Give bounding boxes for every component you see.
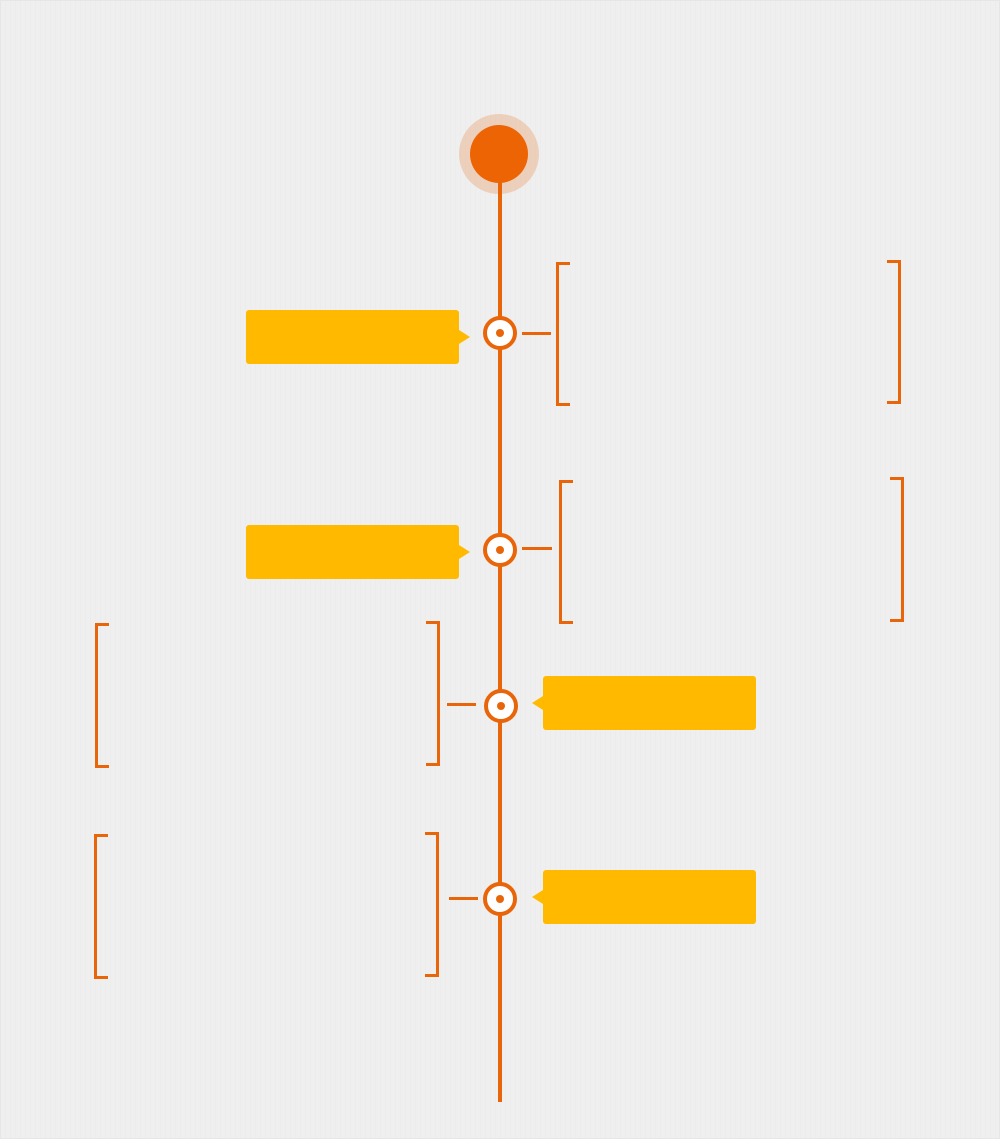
- timeline-spine: [498, 180, 502, 1102]
- node-dot: [496, 329, 504, 337]
- bracket-open-2: [559, 480, 573, 624]
- timeline-node-icon: [483, 533, 517, 567]
- bracket-close-3: [426, 621, 440, 766]
- bracket-close-2: [890, 477, 904, 622]
- timeline-text-3: [111, 626, 423, 764]
- timeline-node-icon: [483, 882, 517, 916]
- timeline-text-4: [110, 837, 422, 975]
- connector-1: [522, 332, 551, 335]
- bracket-open-4: [94, 834, 108, 979]
- timeline-label-2: [246, 525, 470, 579]
- timeline-node-icon: [484, 689, 518, 723]
- start-circle-core: [470, 125, 528, 183]
- timeline-text-1: [572, 265, 884, 403]
- bracket-close-4: [425, 832, 439, 977]
- timeline-label-4: [532, 870, 756, 924]
- bracket-close-1: [887, 260, 901, 404]
- timeline-node-icon: [483, 316, 517, 350]
- bracket-open-1: [556, 262, 570, 406]
- timeline-label-1: [246, 310, 470, 364]
- node-dot: [497, 702, 505, 710]
- connector-2: [522, 547, 552, 550]
- timeline-text-2: [575, 483, 887, 621]
- start-circle-icon: [459, 114, 539, 194]
- connector-4: [449, 897, 478, 900]
- bracket-open-3: [95, 623, 109, 768]
- connector-3: [447, 703, 476, 706]
- node-dot: [496, 546, 504, 554]
- timeline-label-3: [532, 676, 756, 730]
- node-dot: [496, 895, 504, 903]
